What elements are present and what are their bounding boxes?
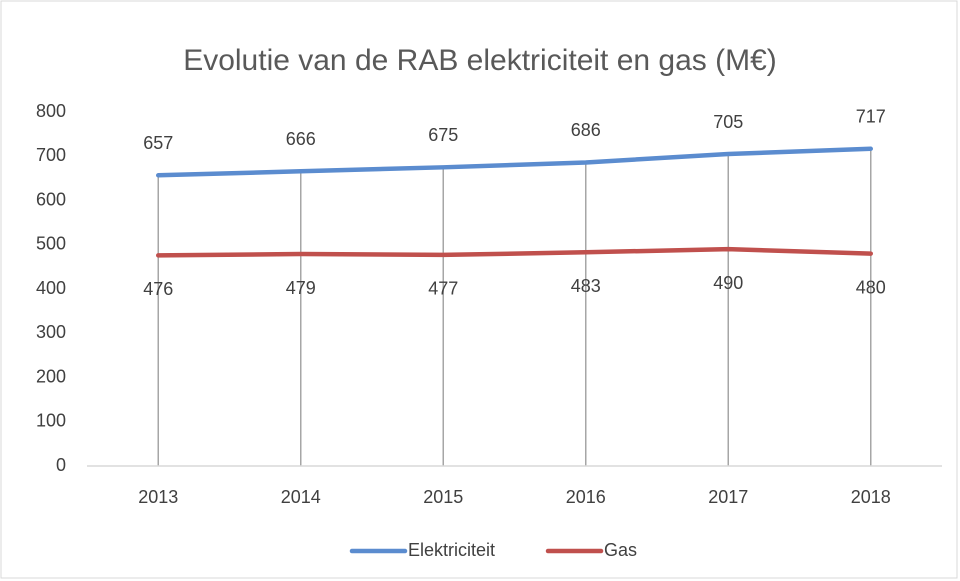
- x-tick-label: 2016: [566, 487, 606, 507]
- x-tick-label: 2017: [708, 487, 748, 507]
- y-tick-label: 600: [36, 189, 66, 209]
- x-tick-label: 2015: [423, 487, 463, 507]
- y-tick-label: 700: [36, 145, 66, 165]
- data-label: 476: [143, 279, 173, 299]
- data-label: 657: [143, 133, 173, 153]
- y-tick-label: 300: [36, 322, 66, 342]
- data-label: 477: [428, 279, 458, 299]
- data-label: 717: [856, 106, 886, 126]
- y-tick-label: 100: [36, 411, 66, 431]
- chart-title: Evolutie van de RAB elektriciteit en gas…: [183, 44, 777, 77]
- data-label: 490: [713, 273, 743, 293]
- data-label: 705: [713, 112, 743, 132]
- data-label: 479: [286, 278, 316, 298]
- x-tick-label: 2018: [851, 487, 891, 507]
- data-label: 480: [856, 277, 886, 297]
- series-line: [156, 146, 873, 178]
- data-label: 675: [428, 125, 458, 145]
- series-line: [156, 246, 873, 258]
- legend-label: Elektriciteit: [408, 540, 495, 560]
- data-label: 666: [286, 129, 316, 149]
- y-tick-label: 200: [36, 366, 66, 386]
- x-tick-label: 2013: [138, 487, 178, 507]
- data-label: 483: [571, 276, 601, 296]
- legend-label: Gas: [604, 540, 637, 560]
- y-tick-label: 500: [36, 234, 66, 254]
- y-tick-label: 0: [56, 455, 66, 475]
- y-tick-label: 400: [36, 278, 66, 298]
- data-label: 686: [571, 120, 601, 140]
- x-tick-label: 2014: [281, 487, 321, 507]
- y-tick-label: 800: [36, 101, 66, 121]
